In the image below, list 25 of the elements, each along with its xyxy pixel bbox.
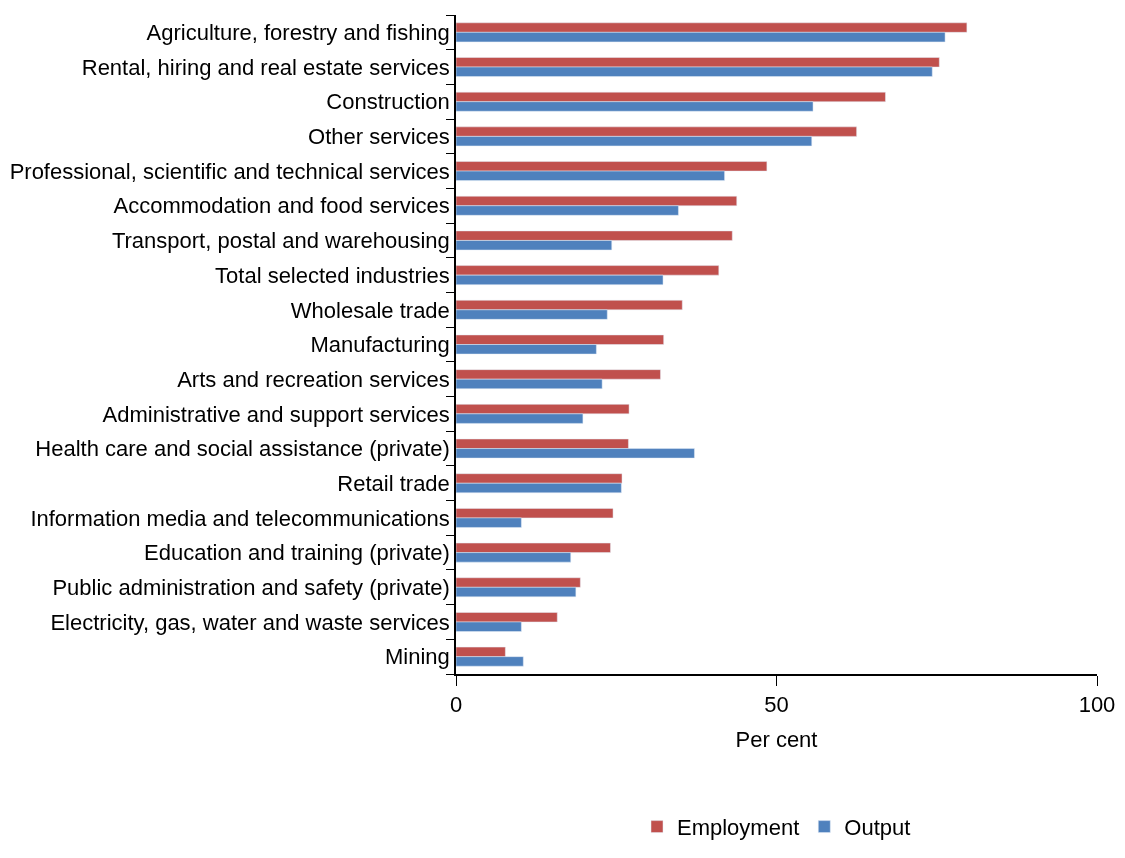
y-tick-label: Manufacturing	[310, 332, 450, 358]
x-tick-label: 0	[449, 692, 463, 718]
y-tick-label: Professional, scientific and technical services	[9, 158, 450, 184]
y-tick-label: Information media and telecommunications	[30, 505, 450, 531]
y-tick-label: Transport, postal and warehousing	[111, 228, 450, 254]
y-tick-label: Arts and recreation services	[177, 366, 450, 392]
y-tick-label: Agriculture, forestry and fishing	[146, 20, 450, 46]
y-tick-label: Other services	[308, 124, 450, 150]
x-tick-label: 100	[1078, 692, 1116, 718]
x-tick-label: 50	[764, 692, 789, 718]
y-tick-label: Public administration and safety (private)	[52, 574, 450, 600]
y-tick-label: Accommodation and food services	[113, 193, 450, 219]
legend-label: Employment	[677, 815, 800, 841]
y-tick-label: Wholesale trade	[290, 297, 450, 323]
y-tick-label: Retail trade	[337, 470, 450, 496]
y-tick-label: Total selected industries	[215, 262, 450, 288]
y-tick-label: Health care and social assistance (private)	[35, 436, 450, 462]
legend-label: Output	[844, 815, 911, 841]
y-tick-label: Mining	[385, 644, 450, 670]
y-tick-label: Administrative and support services	[102, 401, 450, 427]
y-tick-label: Construction	[326, 89, 450, 115]
y-tick-label: Electricity, gas, water and waste services	[50, 609, 450, 635]
y-tick-label: Education and training (private)	[144, 540, 450, 566]
y-tick-label: Rental, hiring and real estate services	[81, 54, 450, 80]
x-axis-title: Per cent	[735, 726, 818, 752]
